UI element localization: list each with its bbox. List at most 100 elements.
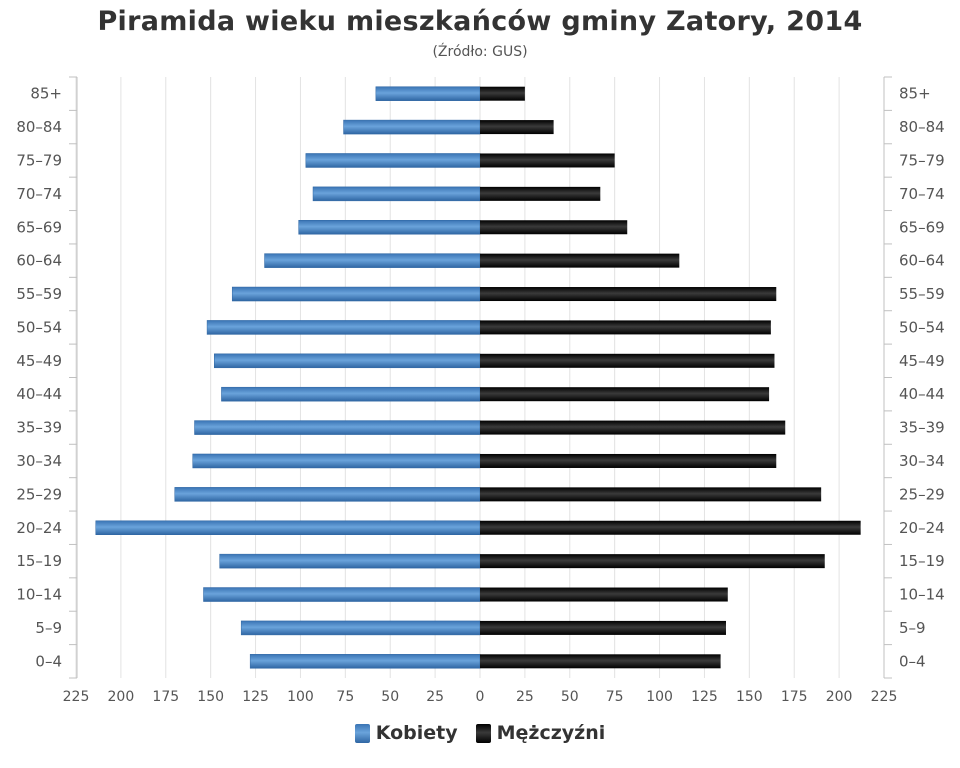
x-tick-label: 200 <box>826 689 853 705</box>
bar-mezczyzni <box>480 353 775 368</box>
category-label-left: 10–14 <box>16 586 62 604</box>
x-tick-label: 25 <box>426 689 444 705</box>
bar-kobiety <box>264 253 481 268</box>
category-label-right: 60–64 <box>899 252 945 270</box>
x-tick-label: 225 <box>63 689 90 705</box>
category-label-left: 5–9 <box>35 619 62 637</box>
category-label-right: 15–19 <box>899 552 945 570</box>
bar-kobiety <box>219 553 481 569</box>
x-tick-label: 150 <box>736 689 763 705</box>
bar-kobiety <box>343 119 481 135</box>
bar-mezczyzni <box>480 220 628 235</box>
bar-mezczyzni <box>480 487 822 502</box>
category-label-left: 25–29 <box>16 485 62 503</box>
bar-mezczyzni <box>480 287 777 302</box>
x-tick-label: 175 <box>781 689 808 705</box>
bar-mezczyzni <box>480 654 721 669</box>
category-label-left: 75–79 <box>16 151 62 169</box>
legend-label-mezczyzni: Mężczyźni <box>496 722 606 744</box>
category-label-right: 40–44 <box>899 385 945 403</box>
category-label-right: 5–9 <box>899 619 926 637</box>
category-label-left: 80–84 <box>16 118 62 136</box>
legend-item-kobiety[interactable]: Kobiety <box>354 722 458 744</box>
x-tick-label: 150 <box>197 689 224 705</box>
x-tick-label: 50 <box>561 689 579 705</box>
x-tick-label: 75 <box>336 689 354 705</box>
category-label-left: 35–39 <box>16 419 62 437</box>
category-label-left: 55–59 <box>16 285 62 303</box>
bar-mezczyzni <box>480 387 770 402</box>
bar-mezczyzni <box>480 86 525 101</box>
category-label-right: 85+ <box>899 85 931 103</box>
bar-kobiety <box>221 386 481 402</box>
bar-kobiety <box>174 487 481 502</box>
legend-swatch-kobiety <box>354 723 370 743</box>
category-label-right: 80–84 <box>899 118 945 136</box>
x-tick-label: 100 <box>287 689 314 705</box>
category-label-right: 55–59 <box>899 285 945 303</box>
bar-mezczyzni <box>480 420 786 435</box>
bar-kobiety <box>298 220 481 235</box>
bar-kobiety <box>249 654 481 669</box>
category-label-right: 35–39 <box>899 419 945 437</box>
bar-mezczyzni <box>480 120 554 135</box>
category-label-left: 15–19 <box>16 552 62 570</box>
chart-title: Piramida wieku mieszkańców gminy Zatory,… <box>97 6 863 37</box>
bar-mezczyzni <box>480 520 861 535</box>
x-tick-label: 100 <box>646 689 673 705</box>
bar-mezczyzni <box>480 453 777 468</box>
legend: Kobiety Mężczyźni <box>0 722 960 744</box>
category-label-right: 25–29 <box>899 485 945 503</box>
bar-kobiety <box>375 86 481 101</box>
category-label-left: 65–69 <box>16 218 62 236</box>
bar-kobiety <box>231 286 481 302</box>
bar-mezczyzni <box>480 186 601 201</box>
bar-kobiety <box>312 186 481 202</box>
bar-mezczyzni <box>480 554 825 569</box>
bar-kobiety <box>192 453 481 469</box>
category-label-left: 70–74 <box>16 185 62 203</box>
axis-labels: 225 200 175 150 125 100 75 50 25 0 25 50 75 100 125 150… <box>16 85 944 705</box>
chart-subtitle: (Źródło: GUS) <box>432 44 528 60</box>
x-tick-label: 0 <box>476 689 485 705</box>
category-label-left: 0–4 <box>35 652 62 670</box>
category-label-left: 85+ <box>30 85 62 103</box>
category-label-left: 60–64 <box>16 252 62 270</box>
category-label-left: 20–24 <box>16 519 62 537</box>
category-label-right: 50–54 <box>899 318 945 336</box>
category-label-right: 75–79 <box>899 151 945 169</box>
category-label-left: 30–34 <box>16 452 62 470</box>
bar-kobiety <box>305 153 481 168</box>
x-tick-label: 25 <box>516 689 534 705</box>
bar-mezczyzni <box>480 587 728 602</box>
x-tick-label: 200 <box>108 689 135 705</box>
axes <box>69 76 892 679</box>
bar-kobiety <box>206 320 481 335</box>
x-tick-label: 50 <box>381 689 399 705</box>
category-label-right: 65–69 <box>899 218 945 236</box>
bar-mezczyzni <box>480 253 680 268</box>
category-label-right: 45–49 <box>899 352 945 370</box>
category-label-left: 45–49 <box>16 352 62 370</box>
x-tick-label: 125 <box>691 689 718 705</box>
bar-mezczyzni <box>480 320 771 335</box>
category-label-right: 10–14 <box>899 586 945 604</box>
bar-mezczyzni <box>480 620 726 635</box>
legend-item-mezczyzni[interactable]: Mężczyźni <box>475 722 606 744</box>
category-label-right: 30–34 <box>899 452 945 470</box>
bar-mezczyzni <box>480 153 615 168</box>
legend-swatch-mezczyzni <box>475 723 491 743</box>
category-label-right: 70–74 <box>899 185 945 203</box>
bar-kobiety <box>214 353 481 369</box>
bar-kobiety <box>95 520 481 535</box>
bars <box>95 86 861 669</box>
x-tick-label: 75 <box>606 689 624 705</box>
x-tick-label: 225 <box>871 689 898 705</box>
category-label-left: 50–54 <box>16 318 62 336</box>
category-label-right: 0–4 <box>899 652 926 670</box>
category-label-right: 20–24 <box>899 519 945 537</box>
category-label-left: 40–44 <box>16 385 62 403</box>
bar-kobiety <box>194 420 481 435</box>
bar-kobiety <box>240 620 481 636</box>
